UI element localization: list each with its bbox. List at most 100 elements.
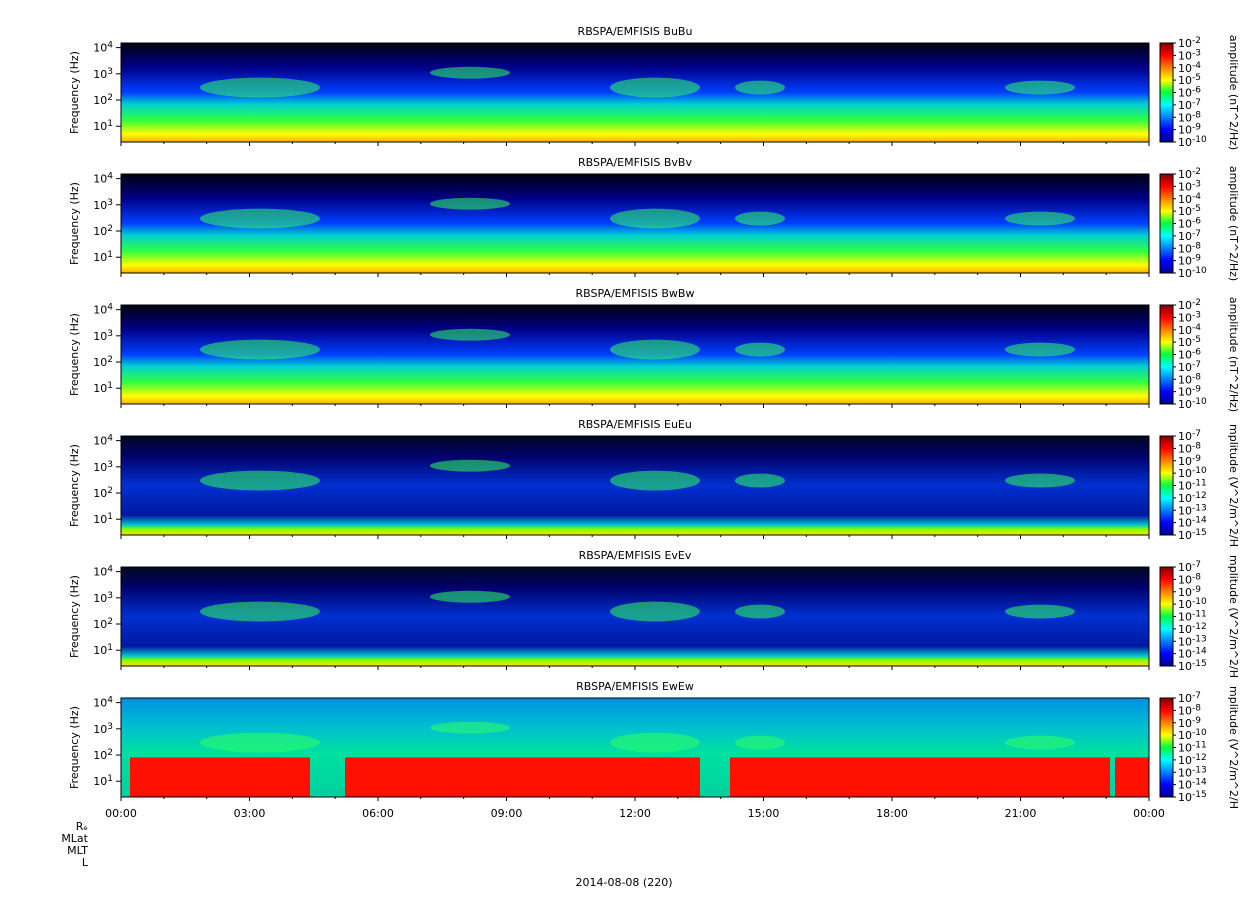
spectrogram-panel-2: RBSPA/EMFISIS BvBv Frequency (Hz) 101 102 10…	[68, 156, 1240, 281]
colorbar-tick-label: 10-7	[1178, 560, 1201, 574]
colorbar: 10-710-810-910-1010-1110-1210-1310-1410-…	[1159, 555, 1240, 678]
ephem-mlt-label: MLT	[67, 844, 88, 857]
y-tick-label: 104	[93, 565, 113, 579]
colorbar-tick-label: 10-3	[1178, 179, 1201, 193]
emission-feature	[430, 197, 510, 210]
y-tick-label: 104	[93, 696, 113, 710]
colorbar-tick-label: 10-14	[1178, 778, 1207, 792]
colorbar-tick-label: 10-15	[1178, 659, 1207, 673]
y-tick-label: 102	[93, 617, 113, 631]
colorbar-tick-label: 10-11	[1178, 610, 1207, 624]
panel-title: RBSPA/EMFISIS EvEv	[579, 549, 692, 562]
emission-feature	[735, 342, 785, 357]
x-tick-label: 00:00	[1133, 807, 1165, 820]
colorbar-tick-label: 10-8	[1178, 110, 1201, 124]
colorbar-scale	[1159, 435, 1174, 536]
x-tick-label: 15:00	[748, 807, 780, 820]
y-axis-label: Frequency (Hz)	[68, 182, 81, 265]
emission-band	[730, 757, 1110, 797]
colorbar-tick-label: 10-8	[1178, 703, 1201, 717]
ephem-l-label: L	[81, 856, 88, 869]
x-tick-label: 21:00	[1005, 807, 1037, 820]
colorbar-tick-label: 10-7	[1178, 360, 1201, 374]
emission-feature	[735, 604, 785, 619]
x-tick-label: 06:00	[362, 807, 394, 820]
emission-feature	[610, 601, 700, 622]
colorbar-tick-label: 10-15	[1178, 528, 1207, 542]
y-tick-label: 103	[93, 198, 113, 212]
colorbar-tick-label: 10-6	[1178, 348, 1201, 362]
ephem-mlat-label: MLat	[61, 832, 88, 845]
colorbar: 10-710-810-910-1010-1110-1210-1310-1410-…	[1159, 686, 1240, 809]
y-tick-label: 103	[93, 460, 113, 474]
colorbar-scale	[1159, 304, 1174, 405]
colorbar-tick-label: 10-9	[1178, 454, 1201, 468]
colorbar-scale	[1159, 173, 1174, 274]
colorbar-tick-label: 10-7	[1178, 229, 1201, 243]
colorbar-tick-label: 10-4	[1178, 61, 1201, 75]
colorbar-tick-label: 10-14	[1178, 647, 1207, 661]
x-tick-label: 00:00	[105, 807, 137, 820]
y-axis-label: Frequency (Hz)	[68, 706, 81, 789]
emission-feature	[200, 77, 320, 98]
emission-feature	[200, 208, 320, 229]
emission-feature	[200, 601, 320, 622]
colorbar-label: amplitude (nT^2/Hz)	[1227, 35, 1240, 150]
colorbar-tick-label: 10-10	[1178, 266, 1207, 280]
y-tick-label: 102	[93, 355, 113, 369]
colorbar-tick-label: 10-9	[1178, 254, 1201, 268]
emission-feature	[610, 470, 700, 491]
colorbar-tick-label: 10-9	[1178, 716, 1201, 730]
y-tick-label: 104	[93, 434, 113, 448]
colorbar-scale	[1159, 697, 1174, 798]
emission-band	[1115, 757, 1149, 797]
colorbar-tick-label: 10-8	[1178, 572, 1201, 586]
colorbar: 10-210-310-410-510-610-710-810-910-10 amp…	[1159, 35, 1240, 150]
colorbar-tick-label: 10-2	[1178, 298, 1201, 312]
emission-feature	[735, 211, 785, 226]
spectrogram-panel-3: RBSPA/EMFISIS BwBw Frequency (Hz) 101 102 10…	[68, 287, 1240, 412]
y-tick-label: 103	[93, 722, 113, 736]
emission-band	[345, 757, 700, 797]
emission-feature	[735, 473, 785, 488]
ephemeris-labels: Rₑ MLat MLT L	[61, 821, 88, 869]
ephem-re-label: Rₑ	[75, 820, 88, 833]
y-tick-label: 103	[93, 329, 113, 343]
y-axis-label: Frequency (Hz)	[68, 575, 81, 658]
y-tick-label: 102	[93, 224, 113, 238]
x-tick-label: 12:00	[619, 807, 651, 820]
emission-feature	[1005, 473, 1075, 488]
colorbar-tick-label: 10-8	[1178, 441, 1201, 455]
emission-band	[130, 757, 310, 797]
emission-feature	[1005, 80, 1075, 95]
y-tick-label: 104	[93, 303, 113, 317]
emission-feature	[610, 339, 700, 360]
emission-feature	[610, 208, 700, 229]
x-tick-label: 18:00	[876, 807, 908, 820]
colorbar-tick-label: 10-12	[1178, 491, 1207, 505]
spectrogram-panel-1: RBSPA/EMFISIS BuBu Frequency (Hz) 101 102 10…	[68, 25, 1240, 150]
colorbar-tick-label: 10-10	[1178, 728, 1207, 742]
spectrogram-panel-6: RBSPA/EMFISIS EwEw Frequency (Hz) 101 102 10…	[68, 680, 1240, 809]
colorbar-tick-label: 10-5	[1178, 335, 1201, 349]
colorbar-tick-label: 10-9	[1178, 123, 1201, 137]
emission-feature	[610, 732, 700, 753]
y-tick-label: 101	[93, 381, 113, 395]
y-axis-label: Frequency (Hz)	[68, 313, 81, 396]
colorbar-tick-label: 10-8	[1178, 372, 1201, 386]
colorbar-tick-label: 10-13	[1178, 634, 1207, 648]
y-axis-label: Frequency (Hz)	[68, 444, 81, 527]
colorbar-tick-label: 10-10	[1178, 466, 1207, 480]
y-tick-label: 104	[93, 41, 113, 55]
emission-feature	[1005, 342, 1075, 357]
date-label: 2014-08-08 (220)	[575, 876, 673, 889]
y-tick-label: 102	[93, 486, 113, 500]
emission-feature	[430, 459, 510, 472]
colorbar-tick-label: 10-4	[1178, 192, 1201, 206]
colorbar-label: mplitude (V^2/m^2/H	[1227, 555, 1240, 678]
y-tick-label: 102	[93, 93, 113, 107]
colorbar-tick-label: 10-5	[1178, 204, 1201, 218]
emission-feature	[610, 77, 700, 98]
y-tick-label: 101	[93, 643, 113, 657]
